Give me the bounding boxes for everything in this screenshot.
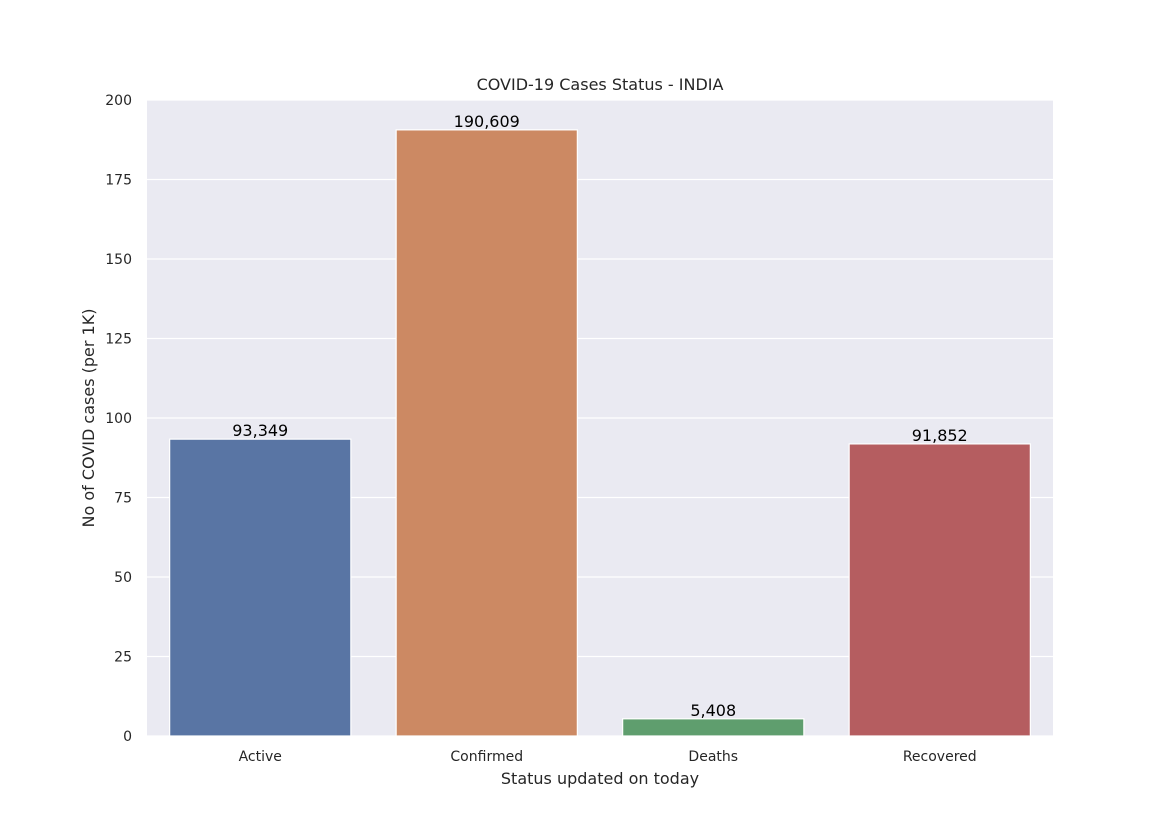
y-tick-label: 100: [105, 411, 132, 427]
y-tick-label: 125: [105, 332, 132, 348]
y-axis-label: No of COVID cases (per 1K): [79, 309, 98, 528]
x-tick-label: Confirmed: [450, 749, 523, 765]
y-tick-label: 150: [105, 252, 132, 268]
bars: [169, 129, 1031, 737]
x-tick-labels: Active Confirmed Deaths Recovered: [239, 749, 977, 765]
y-tick-label: 175: [105, 173, 132, 189]
data-label: 5,408: [690, 701, 736, 720]
data-labels: 93,349 190,609 5,408 91,852: [232, 112, 967, 720]
y-tick-label: 25: [114, 650, 132, 666]
data-label: 93,349: [232, 421, 288, 440]
x-tick-label: Deaths: [688, 749, 738, 765]
bar-confirmed: [395, 129, 578, 737]
y-tick-label: 75: [114, 491, 132, 507]
bar-active: [169, 438, 352, 737]
data-label: 190,609: [454, 112, 520, 131]
x-tick-label: Recovered: [903, 749, 977, 765]
y-tick-label: 0: [123, 729, 132, 745]
data-label: 91,852: [912, 426, 968, 445]
y-tick-label: 50: [114, 570, 132, 586]
bar-deaths: [622, 718, 805, 737]
x-tick-label: Active: [239, 749, 282, 765]
x-axis-label: Status updated on today: [501, 769, 699, 788]
chart-title: COVID-19 Cases Status - INDIA: [477, 75, 724, 94]
y-tick-labels: 0 25 50 75 100 125 150 175 200: [105, 93, 132, 745]
bar-recovered: [848, 443, 1031, 737]
y-tick-label: 200: [105, 93, 132, 109]
